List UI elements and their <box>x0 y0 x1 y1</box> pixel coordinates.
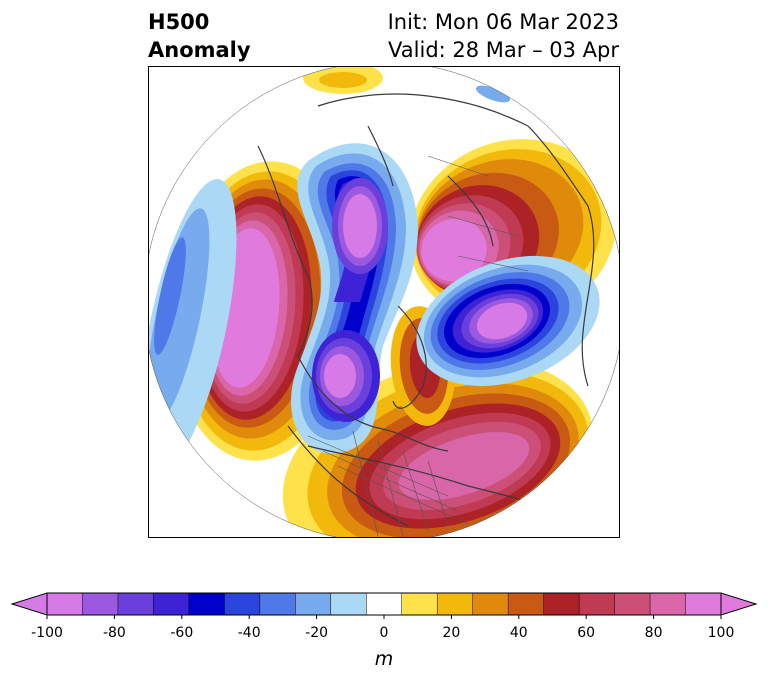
colorbar-segment <box>117 593 154 615</box>
title-left-block: H500 Anomaly <box>148 8 251 64</box>
trough-top-right <box>475 85 511 103</box>
colorbar-tick-label: -80 <box>102 625 126 641</box>
colorbar-tick-label: 20 <box>442 625 461 641</box>
map-border <box>148 66 620 538</box>
colorbar-tick-label: 100 <box>707 625 735 641</box>
colorbar-tick-label: 80 <box>644 625 663 641</box>
colorbar-segment <box>472 593 509 615</box>
colorbar-tick-label: 0 <box>379 625 389 641</box>
colorbar-segment <box>543 593 580 615</box>
colorbar-segment <box>295 593 332 615</box>
anomaly-map <box>148 66 620 538</box>
valid-period: Valid: 28 Mar – 03 Apr <box>388 38 619 62</box>
colorbar-segment <box>330 593 367 615</box>
colorbar-segment <box>685 593 722 615</box>
colorbar-segment <box>259 593 296 615</box>
colorbar-segment <box>579 593 616 615</box>
colorbar-segment <box>437 593 474 615</box>
colorbar-segment <box>401 593 438 615</box>
colorbar-segment <box>188 593 225 615</box>
colorbar-tick-label: -60 <box>170 625 194 641</box>
init-time: Init: Mon 06 Mar 2023 <box>387 10 619 34</box>
colorbar-segment <box>47 593 83 615</box>
colorbar-segment <box>366 593 403 615</box>
colorbar-unit: m <box>374 648 394 670</box>
colorbar-segment <box>224 593 261 615</box>
colorbar-extend-min <box>10 592 48 616</box>
borders <box>307 155 529 537</box>
colorbar <box>10 592 758 619</box>
title-variable: H500 <box>148 10 210 34</box>
colorbar-tick-label: 60 <box>577 625 596 641</box>
colorbar-tick-label: -100 <box>31 625 63 641</box>
trough-central <box>291 143 418 454</box>
colorbar-segment <box>153 593 190 615</box>
title-right-block: Init: Mon 06 Mar 2023 Valid: 28 Mar – 03… <box>388 8 619 64</box>
title-field: Anomaly <box>148 38 251 62</box>
colorbar-segment <box>508 593 545 615</box>
colorbar-segment <box>614 593 651 615</box>
colorbar-segment <box>650 593 687 615</box>
colorbar-segment <box>82 593 119 615</box>
colorbar-tick-label: -40 <box>237 625 261 641</box>
trough-east <box>416 255 600 387</box>
colorbar-tick-label: -20 <box>305 625 329 641</box>
colorbar-extend-max <box>720 592 758 616</box>
colorbar-tick-label: 40 <box>509 625 528 641</box>
